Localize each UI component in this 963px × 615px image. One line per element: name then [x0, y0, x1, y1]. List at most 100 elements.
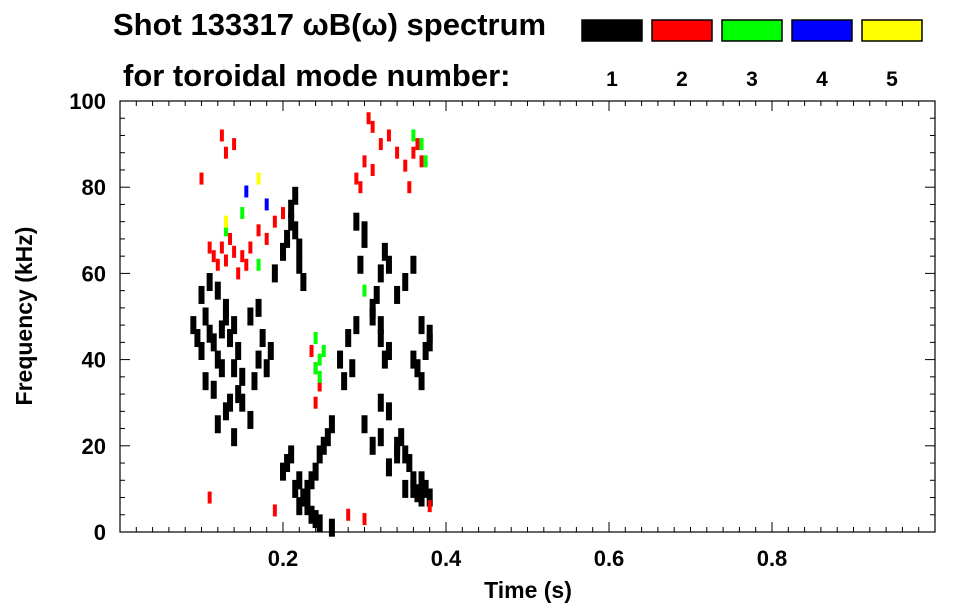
data-point	[426, 324, 433, 343]
data-point	[215, 258, 220, 271]
x-tick-label: 0.8	[757, 546, 788, 571]
data-point	[414, 484, 421, 503]
series-mode-3	[223, 129, 428, 383]
data-point	[247, 410, 254, 429]
data-point	[240, 250, 245, 263]
data-point	[377, 393, 384, 412]
data-point	[292, 186, 299, 205]
data-point	[284, 229, 291, 248]
data-point	[222, 307, 229, 326]
data-point	[423, 155, 428, 168]
data-point	[402, 273, 409, 292]
data-point	[308, 471, 315, 490]
data-point	[239, 393, 246, 412]
data-point	[353, 316, 360, 335]
data-point	[214, 281, 221, 300]
data-point	[411, 129, 416, 142]
data-point	[232, 138, 237, 151]
axis-ticks	[120, 101, 935, 532]
data-point	[198, 285, 205, 304]
data-point	[256, 258, 261, 271]
data-point	[272, 215, 277, 228]
data-point	[256, 172, 261, 185]
data-point	[385, 458, 392, 477]
data-point	[317, 353, 322, 366]
data-point	[271, 264, 278, 283]
data-point	[239, 367, 246, 386]
data-point	[308, 505, 315, 524]
data-point	[403, 159, 408, 172]
data-point	[377, 329, 384, 348]
chart-title-line2: for toroidal mode number:	[123, 58, 511, 93]
data-point	[414, 359, 421, 378]
data-point	[264, 232, 269, 245]
data-point	[227, 393, 234, 412]
data-point	[198, 341, 205, 360]
data-point	[202, 307, 209, 326]
data-point	[296, 238, 303, 257]
data-point	[415, 138, 420, 151]
data-point	[377, 264, 384, 283]
data-point	[235, 385, 242, 404]
series-mode-1	[190, 186, 433, 537]
data-point	[313, 332, 318, 345]
data-point	[292, 479, 299, 498]
data-point	[272, 504, 277, 517]
data-point	[418, 316, 425, 335]
data-point	[248, 241, 253, 254]
data-point	[362, 155, 367, 168]
data-point	[427, 500, 432, 513]
data-point	[406, 454, 413, 473]
y-tick-label: 0	[94, 520, 106, 545]
data-point	[328, 415, 335, 434]
data-point	[240, 207, 245, 220]
legend-label-2: 2	[676, 68, 688, 91]
data-point	[288, 212, 295, 231]
series-mode-2	[199, 112, 432, 526]
data-point	[358, 181, 363, 194]
tick-labels: 0.2 0.4 0.6 0.8 0 20 40 60 80 100	[69, 89, 787, 571]
data-point	[207, 241, 212, 254]
data-point	[304, 479, 311, 498]
data-point	[207, 491, 212, 504]
data-point	[361, 415, 368, 434]
data-point	[385, 255, 392, 274]
data-point	[288, 199, 295, 218]
data-marks	[190, 112, 433, 537]
data-point	[218, 359, 225, 378]
x-axis-label: Time (s)	[484, 577, 572, 603]
data-point	[280, 242, 286, 261]
data-point	[385, 402, 392, 421]
data-point	[218, 320, 225, 339]
data-point	[206, 273, 213, 292]
data-point	[324, 428, 331, 447]
data-point	[370, 120, 375, 133]
data-point	[395, 146, 400, 159]
data-point	[426, 488, 433, 507]
data-point	[422, 479, 429, 498]
data-point	[251, 372, 258, 391]
data-point	[264, 198, 269, 211]
data-point	[320, 436, 327, 455]
data-point	[422, 341, 429, 360]
series-mode-5	[223, 172, 261, 228]
data-point	[284, 454, 291, 473]
data-point	[244, 185, 249, 198]
data-point	[227, 329, 234, 348]
x-tick-label: 0.6	[594, 546, 625, 571]
data-point	[312, 510, 319, 529]
y-tick-label: 100	[69, 89, 106, 114]
y-tick-label: 60	[82, 261, 106, 286]
data-point	[280, 462, 286, 481]
data-point	[214, 350, 221, 369]
data-point	[236, 267, 241, 280]
data-point	[244, 258, 249, 271]
data-point	[394, 445, 401, 464]
data-point	[210, 380, 217, 399]
data-point	[190, 316, 197, 335]
data-point	[313, 396, 318, 409]
data-point	[346, 508, 351, 521]
data-point	[354, 172, 359, 185]
data-point	[223, 254, 228, 267]
